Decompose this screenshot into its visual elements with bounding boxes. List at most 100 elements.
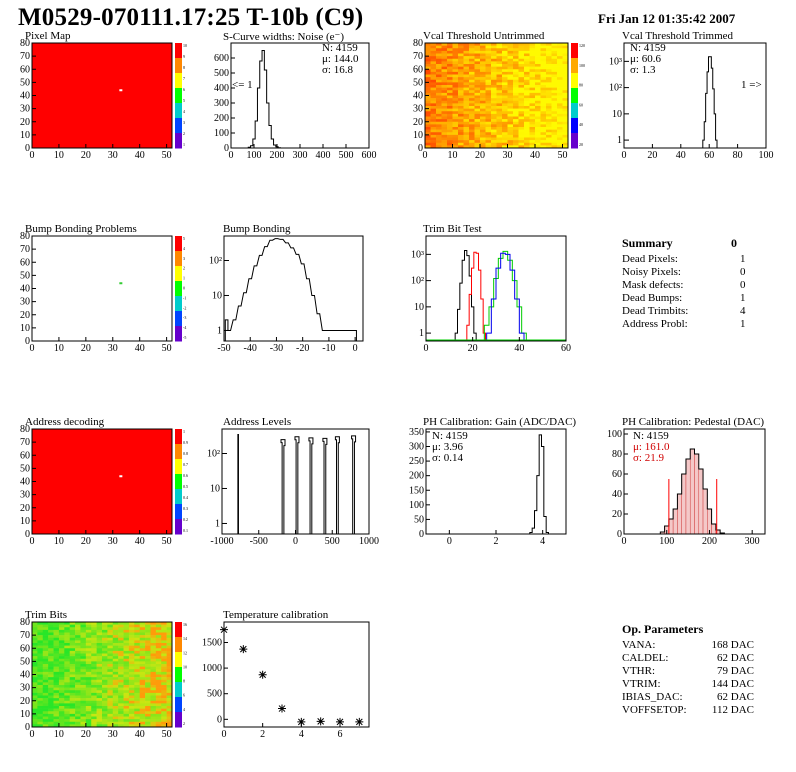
trim_bits-cell bbox=[69, 685, 76, 688]
vcal_untrimmed-cell bbox=[529, 140, 536, 144]
trim_bits-cell bbox=[91, 698, 97, 702]
trim_bits-ytick-label: 10 bbox=[20, 709, 30, 720]
vcal_untrimmed-cell bbox=[463, 82, 470, 86]
trim_bits-cell bbox=[150, 666, 157, 670]
vcal_untrimmed-cell bbox=[447, 85, 453, 88]
ph-pedestal-stats: N: 4159 μ: 161.0 σ: 21.9 bbox=[633, 431, 669, 464]
trim_bits-cell bbox=[91, 695, 97, 699]
trim_bits-cell bbox=[80, 661, 87, 665]
trim_bits-cell bbox=[150, 700, 157, 704]
vcal_untrimmed-cell bbox=[441, 119, 448, 123]
trim_bits-cell bbox=[69, 627, 76, 631]
trim_bits-cell bbox=[85, 624, 92, 628]
trim_bits-cell bbox=[118, 682, 124, 686]
trim_bits-cell bbox=[53, 690, 60, 694]
trim_bits-cell bbox=[166, 679, 173, 683]
address_levels-xtick-label: -1000 bbox=[210, 536, 233, 547]
trim_bits-cell bbox=[85, 650, 92, 654]
vcal_untrimmed-cell bbox=[551, 69, 558, 73]
trim_bits-cell bbox=[139, 653, 146, 657]
vcal_untrimmed-cell bbox=[441, 58, 448, 62]
trim_bits-cell bbox=[107, 700, 114, 704]
trim_bits-cell bbox=[42, 653, 49, 657]
vcal_untrimmed-cell bbox=[507, 113, 514, 117]
trim_bits-cell bbox=[123, 653, 130, 657]
vcal_untrimmed-cell bbox=[518, 124, 525, 128]
vcal_untrimmed-cell bbox=[557, 74, 563, 78]
bump_problems-scale-label: 5 bbox=[183, 236, 185, 241]
vcal_untrimmed-cell bbox=[535, 137, 541, 141]
vcal_untrimmed-cell bbox=[562, 127, 569, 130]
trim_bits-cell bbox=[96, 629, 103, 633]
trim_bits-cell bbox=[166, 706, 173, 709]
vcal_untrimmed-cell bbox=[447, 56, 453, 60]
vcal_untrimmed-cell bbox=[524, 142, 530, 146]
trim_bits-cell bbox=[161, 622, 167, 625]
vcal_untrimmed-cell bbox=[436, 127, 442, 130]
trim_bits-cell bbox=[155, 640, 162, 644]
vcal_untrimmed-cell bbox=[546, 129, 552, 133]
vcal_untrimmed-cell bbox=[474, 95, 481, 99]
vcal_untrimmed-cell bbox=[507, 64, 514, 67]
vcal_untrimmed-cell bbox=[546, 85, 552, 88]
vcal_untrimmed-cell bbox=[480, 85, 486, 88]
vcal_untrimmed-cell bbox=[540, 58, 547, 62]
trim_bits-cell bbox=[85, 711, 92, 715]
trim_bits-cell bbox=[85, 653, 92, 657]
trim_bits-cell bbox=[58, 666, 65, 670]
address_levels-peak bbox=[294, 436, 300, 534]
vcal-trimmed-stat-mu: μ: 60.6 bbox=[630, 53, 661, 65]
trim_bits-cell bbox=[64, 706, 70, 709]
trim_bits-cell bbox=[53, 666, 60, 670]
trim_bit_test-ytick-label: 1 bbox=[419, 328, 424, 339]
vcal_untrimmed-cell bbox=[458, 45, 464, 49]
vcal_untrimmed-cell bbox=[469, 85, 475, 88]
vcal_untrimmed-cell bbox=[436, 50, 442, 54]
trim_bits-cell bbox=[53, 711, 60, 715]
vcal_untrimmed-cell bbox=[469, 113, 475, 117]
trim_bits-cell bbox=[118, 690, 124, 694]
trim_bits-cell bbox=[128, 698, 135, 702]
trim_bits-cell bbox=[53, 624, 60, 628]
trim_bits-cell bbox=[139, 671, 146, 675]
bump_bonding-ytick-label: 10 bbox=[212, 290, 222, 301]
trim_bits-cell bbox=[107, 692, 114, 696]
vcal_untrimmed-cell bbox=[469, 137, 475, 141]
trim_bits-cell bbox=[166, 700, 173, 704]
scurve-xtick-label: 200 bbox=[270, 150, 285, 161]
trim_bits-cell bbox=[48, 658, 54, 662]
vcal_untrimmed-cell bbox=[474, 87, 481, 91]
trim_bits-cell bbox=[112, 632, 119, 636]
trim_bits-cell bbox=[145, 700, 151, 704]
vcal_untrimmed-cell bbox=[540, 50, 547, 54]
vcal_untrimmed-cell bbox=[436, 145, 442, 149]
vcal_untrimmed-cell bbox=[529, 100, 536, 104]
trim_bits-cell bbox=[75, 674, 81, 678]
vcal_untrimmed-cell bbox=[474, 103, 481, 107]
vcal_untrimmed-cell bbox=[430, 95, 437, 99]
vcal_untrimmed-cell bbox=[529, 90, 536, 94]
vcal_untrimmed-cell bbox=[447, 116, 453, 120]
vcal_untrimmed-cell bbox=[491, 137, 497, 141]
vcal_untrimmed-cell bbox=[524, 124, 530, 128]
vcal_untrimmed-cell bbox=[557, 87, 563, 91]
vcal_untrimmed-cell bbox=[480, 71, 486, 75]
vcal_untrimmed-cell bbox=[529, 50, 536, 54]
vcal_untrimmed-cell bbox=[469, 69, 475, 73]
vcal_untrimmed-cell bbox=[524, 85, 530, 88]
trim_bits-cell bbox=[80, 724, 87, 728]
scurve-title: S-Curve widths: Noise (e⁻) bbox=[223, 31, 344, 43]
vcal_untrimmed-cell bbox=[513, 103, 519, 107]
vcal_untrimmed-cell bbox=[452, 66, 459, 70]
vcal_untrimmed-cell bbox=[507, 82, 514, 86]
trim_bits-cell bbox=[85, 640, 92, 644]
vcal_untrimmed-cell bbox=[507, 71, 514, 75]
op-value-vana: 168 DAC bbox=[711, 639, 754, 651]
trim_bits-cell bbox=[32, 700, 38, 704]
trim_bits-ytick-label: 50 bbox=[20, 656, 30, 667]
trim_bits-cell bbox=[80, 635, 87, 639]
trim_bits-cell bbox=[102, 692, 108, 696]
vcal_untrimmed-cell bbox=[507, 90, 514, 94]
trim_bits-cell bbox=[118, 632, 124, 636]
